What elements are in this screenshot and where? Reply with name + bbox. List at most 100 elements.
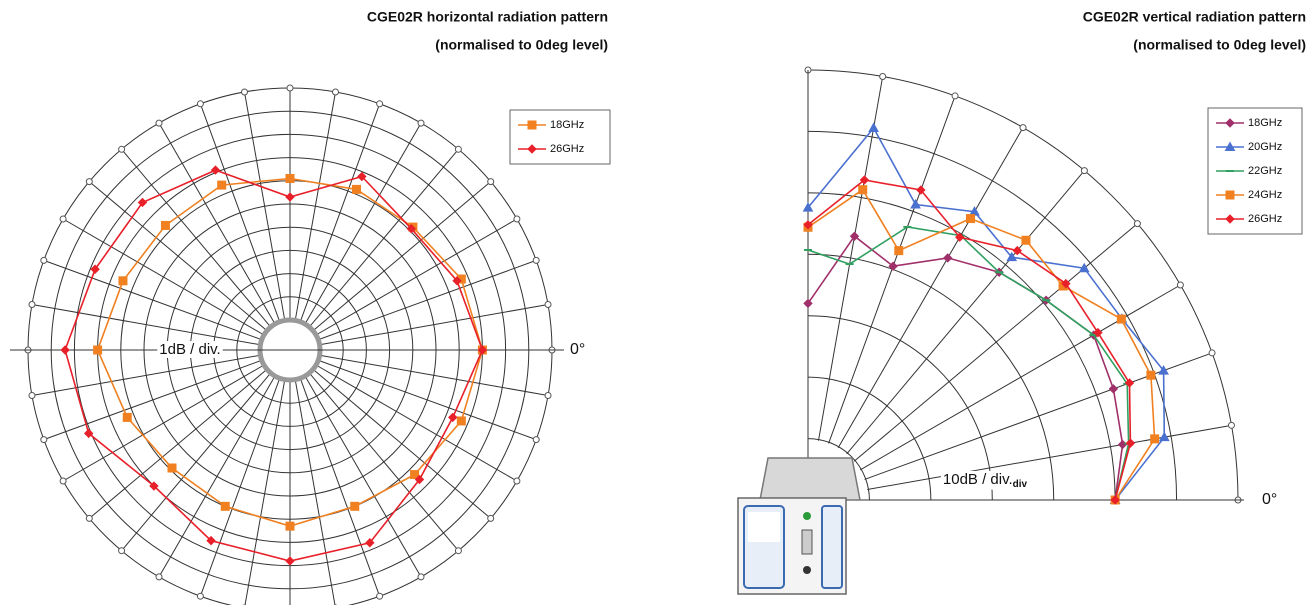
spoke-end <box>1080 167 1088 175</box>
grid-ring <box>807 130 1178 501</box>
spoke-end <box>417 573 425 581</box>
series-line <box>807 188 1156 501</box>
label-bg <box>157 340 223 358</box>
spoke-end <box>40 436 48 444</box>
legend-box <box>509 109 611 165</box>
spoke <box>158 375 276 578</box>
spoke-end <box>513 477 521 485</box>
radial-label-text: 1dB / div. <box>159 341 220 358</box>
spoke-end <box>376 592 384 600</box>
marker <box>1158 365 1169 375</box>
grid-ring <box>807 69 1239 501</box>
spoke <box>846 170 1085 455</box>
marker <box>167 463 177 473</box>
spoke-end <box>532 436 540 444</box>
marker <box>414 474 425 485</box>
legend: 18GHz 20GHz 22GHz 24GHz 26GHz <box>1207 107 1303 235</box>
marker <box>916 185 926 195</box>
polar-chart: 1dB / div. 0° <box>10 84 585 605</box>
spoke <box>299 103 381 322</box>
marker <box>803 298 813 309</box>
spoke <box>88 181 268 332</box>
marker <box>1006 251 1018 262</box>
marker <box>350 501 360 511</box>
spoke <box>853 223 1138 462</box>
spoke-end <box>513 215 521 223</box>
chart-title: CGE02R vertical radiation pattern <box>1083 9 1306 25</box>
spoke <box>308 148 459 328</box>
marker <box>137 197 148 208</box>
marker <box>527 120 537 130</box>
spoke <box>199 103 281 322</box>
spoke <box>244 91 286 321</box>
spoke <box>837 127 1024 449</box>
spoke <box>121 148 272 328</box>
legend-label: 20GHz <box>1248 141 1282 153</box>
spoke-end <box>155 119 163 127</box>
marker <box>849 231 860 241</box>
marker <box>90 264 100 274</box>
spoke <box>312 181 492 332</box>
marker <box>93 345 103 355</box>
marker <box>83 428 94 439</box>
marker <box>888 261 898 271</box>
marker <box>1158 431 1170 442</box>
marker <box>1108 384 1119 394</box>
series-line <box>807 179 1132 501</box>
series-line <box>807 126 1166 501</box>
marker <box>910 198 921 209</box>
marker <box>452 276 462 286</box>
spoke-end <box>532 256 540 264</box>
spoke-end <box>85 514 93 522</box>
marker <box>149 481 159 491</box>
radial-label: 10dB / div.div <box>943 471 1028 490</box>
spoke-end <box>487 514 495 522</box>
spoke-end <box>1019 124 1027 132</box>
spoke-end <box>454 547 462 555</box>
marker <box>285 192 295 202</box>
marker <box>365 538 375 548</box>
marker <box>357 171 367 182</box>
chart-subtitle: (normalised to 0deg level) <box>435 37 608 53</box>
spoke <box>43 259 262 341</box>
marker <box>285 556 295 566</box>
spoke-end <box>454 145 462 153</box>
marker <box>1078 262 1090 273</box>
spoke <box>319 354 549 396</box>
spoke <box>828 95 956 444</box>
marker <box>802 202 814 212</box>
spoke-end <box>1227 421 1235 429</box>
marker <box>456 416 466 426</box>
spoke-end <box>1208 349 1216 357</box>
grid-ring <box>807 376 932 501</box>
marker <box>217 180 227 190</box>
spoke-end <box>155 573 163 581</box>
marker <box>1224 141 1236 151</box>
legend-label: 18GHz <box>550 119 584 131</box>
marker <box>285 173 295 183</box>
marker <box>1093 327 1103 338</box>
marker <box>1021 235 1031 245</box>
spoke-end <box>879 73 887 81</box>
marker <box>868 122 879 132</box>
spoke <box>859 284 1181 471</box>
marker <box>955 232 965 242</box>
grid-ring <box>807 192 1116 501</box>
spoke <box>817 76 884 441</box>
spoke-end <box>331 88 339 96</box>
marker <box>1116 314 1126 324</box>
marker <box>1124 378 1135 388</box>
marker <box>1225 118 1235 128</box>
spoke <box>294 91 336 321</box>
spoke <box>62 364 265 482</box>
marker <box>410 470 420 480</box>
marker <box>448 412 458 423</box>
spoke <box>318 259 537 341</box>
marker <box>1125 438 1136 448</box>
spoke <box>308 372 459 552</box>
spoke-end <box>286 84 294 92</box>
spoke-end <box>196 592 204 600</box>
marker <box>1225 214 1235 224</box>
grid-ring <box>807 315 993 501</box>
